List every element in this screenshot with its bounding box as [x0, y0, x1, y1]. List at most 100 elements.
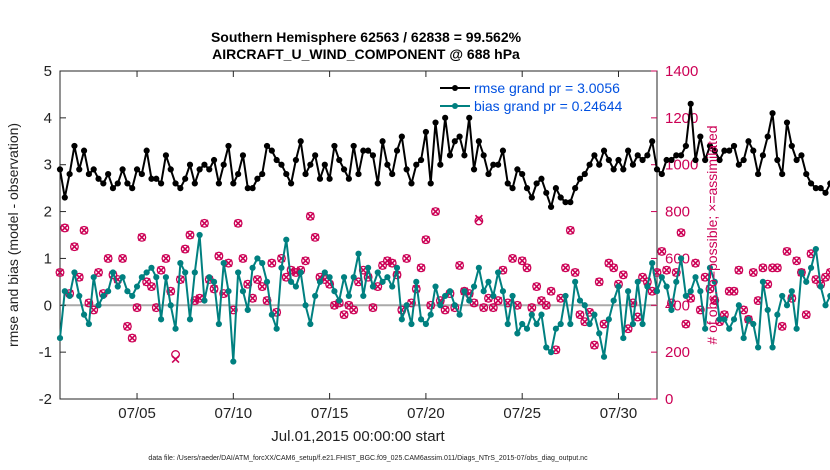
- bias-point: [649, 260, 656, 267]
- rmse-point: [475, 138, 482, 145]
- obs-assimilated-marker: [681, 320, 690, 328]
- obs-assimilated-marker: [421, 235, 430, 244]
- bias-point: [119, 274, 126, 281]
- bias-point: [750, 320, 757, 328]
- rmse-point: [677, 152, 685, 159]
- bias-point: [393, 264, 401, 271]
- obs-possible-marker: [161, 253, 171, 263]
- bias-point: [109, 269, 117, 276]
- obs-possible-marker: [137, 232, 147, 242]
- bias-point: [779, 292, 786, 300]
- bias-point: [259, 260, 266, 267]
- bias-point: [350, 274, 357, 281]
- rmse-point: [278, 161, 285, 168]
- rmse-point: [374, 180, 381, 187]
- bias-point: [817, 283, 824, 290]
- obs-possible-marker: [301, 256, 310, 266]
- bias-point: [148, 264, 155, 271]
- bias-point: [143, 269, 150, 276]
- bias-point: [273, 325, 280, 332]
- bias-point: [100, 292, 107, 300]
- bias-point: [788, 288, 795, 295]
- rmse-point: [56, 166, 64, 173]
- obs-possible-marker: [517, 256, 527, 266]
- rmse-point: [523, 185, 531, 192]
- rmse-point: [263, 142, 271, 150]
- obs-assimilated-marker: [720, 310, 729, 319]
- obs-possible-marker: [310, 232, 320, 242]
- rmse-point: [509, 185, 516, 192]
- obs-possible-marker: [60, 223, 70, 233]
- obs-possible-marker: [604, 258, 614, 268]
- obs-possible-marker: [127, 333, 137, 343]
- obs-assimilated-marker: [518, 256, 527, 265]
- rmse-point: [692, 156, 699, 164]
- obs-assimilated-marker: [633, 313, 642, 321]
- rmse-point: [283, 170, 290, 178]
- obs-assimilated-marker: [474, 214, 483, 223]
- obs-assimilated-marker: [234, 219, 243, 228]
- rmse-point: [495, 161, 502, 168]
- bias-point: [105, 288, 112, 295]
- obs-assimilated-marker: [80, 226, 89, 235]
- obs-assimilated-marker: [388, 259, 397, 268]
- rmse-point: [750, 147, 757, 154]
- obs-assimilated-marker: [532, 282, 541, 291]
- bias-point: [576, 297, 584, 304]
- obs-possible-marker: [416, 263, 426, 273]
- rmse-point: [586, 161, 593, 168]
- bias-point: [461, 288, 468, 295]
- bias-point: [398, 316, 405, 323]
- legend-bias-marker: [452, 103, 458, 109]
- legend-rmse-marker: [452, 85, 458, 91]
- obs-assimilated-marker: [340, 310, 349, 319]
- rmse-point: [822, 189, 829, 196]
- rmse-point: [581, 170, 588, 178]
- bias-point: [220, 260, 227, 267]
- bias-point: [596, 330, 603, 337]
- rmse-point: [504, 180, 511, 187]
- bias-point: [355, 250, 362, 257]
- rmse-point: [793, 156, 800, 164]
- rmse-point: [105, 170, 112, 178]
- bias-point: [316, 278, 324, 285]
- rmse-point: [379, 138, 386, 145]
- obs-assimilated-marker: [75, 273, 84, 282]
- x-tick-label: 07/25: [503, 405, 541, 422]
- bias-point: [225, 288, 232, 295]
- bias-point: [547, 349, 555, 356]
- rmse-point: [316, 175, 324, 182]
- obs-possible-marker: [527, 303, 537, 313]
- rmse-point: [552, 185, 559, 192]
- rmse-point: [788, 142, 795, 150]
- obs-possible-marker: [378, 261, 388, 270]
- bias-point: [177, 260, 184, 267]
- bias-point: [268, 311, 275, 318]
- rmse-point: [605, 156, 612, 164]
- obs-possible-marker: [262, 296, 272, 306]
- bias-point: [711, 278, 718, 285]
- rmse-point: [576, 175, 584, 182]
- bias-point: [451, 302, 458, 309]
- obs-possible-marker: [431, 207, 440, 217]
- rmse-point: [340, 166, 348, 173]
- obs-possible-marker: [118, 253, 128, 263]
- bias-point: [235, 269, 242, 276]
- rmse-point: [196, 166, 203, 173]
- rmse-point: [716, 156, 723, 164]
- bias-point: [90, 274, 97, 281]
- obs-assimilated-marker: [773, 263, 782, 272]
- bias-point: [552, 325, 559, 332]
- rmse-point: [543, 189, 550, 196]
- rmse-point: [90, 166, 97, 173]
- bias-point: [523, 325, 531, 332]
- rmse-point: [774, 156, 781, 164]
- obs-assimilated-marker: [373, 282, 382, 291]
- rmse-point: [437, 161, 444, 168]
- rmse-point: [499, 147, 507, 154]
- bias-point: [567, 320, 574, 328]
- obs-possible-marker: [156, 265, 166, 275]
- obs-possible-marker: [758, 263, 768, 273]
- obs-assimilated-marker: [455, 261, 464, 270]
- obs-possible-marker: [792, 256, 802, 266]
